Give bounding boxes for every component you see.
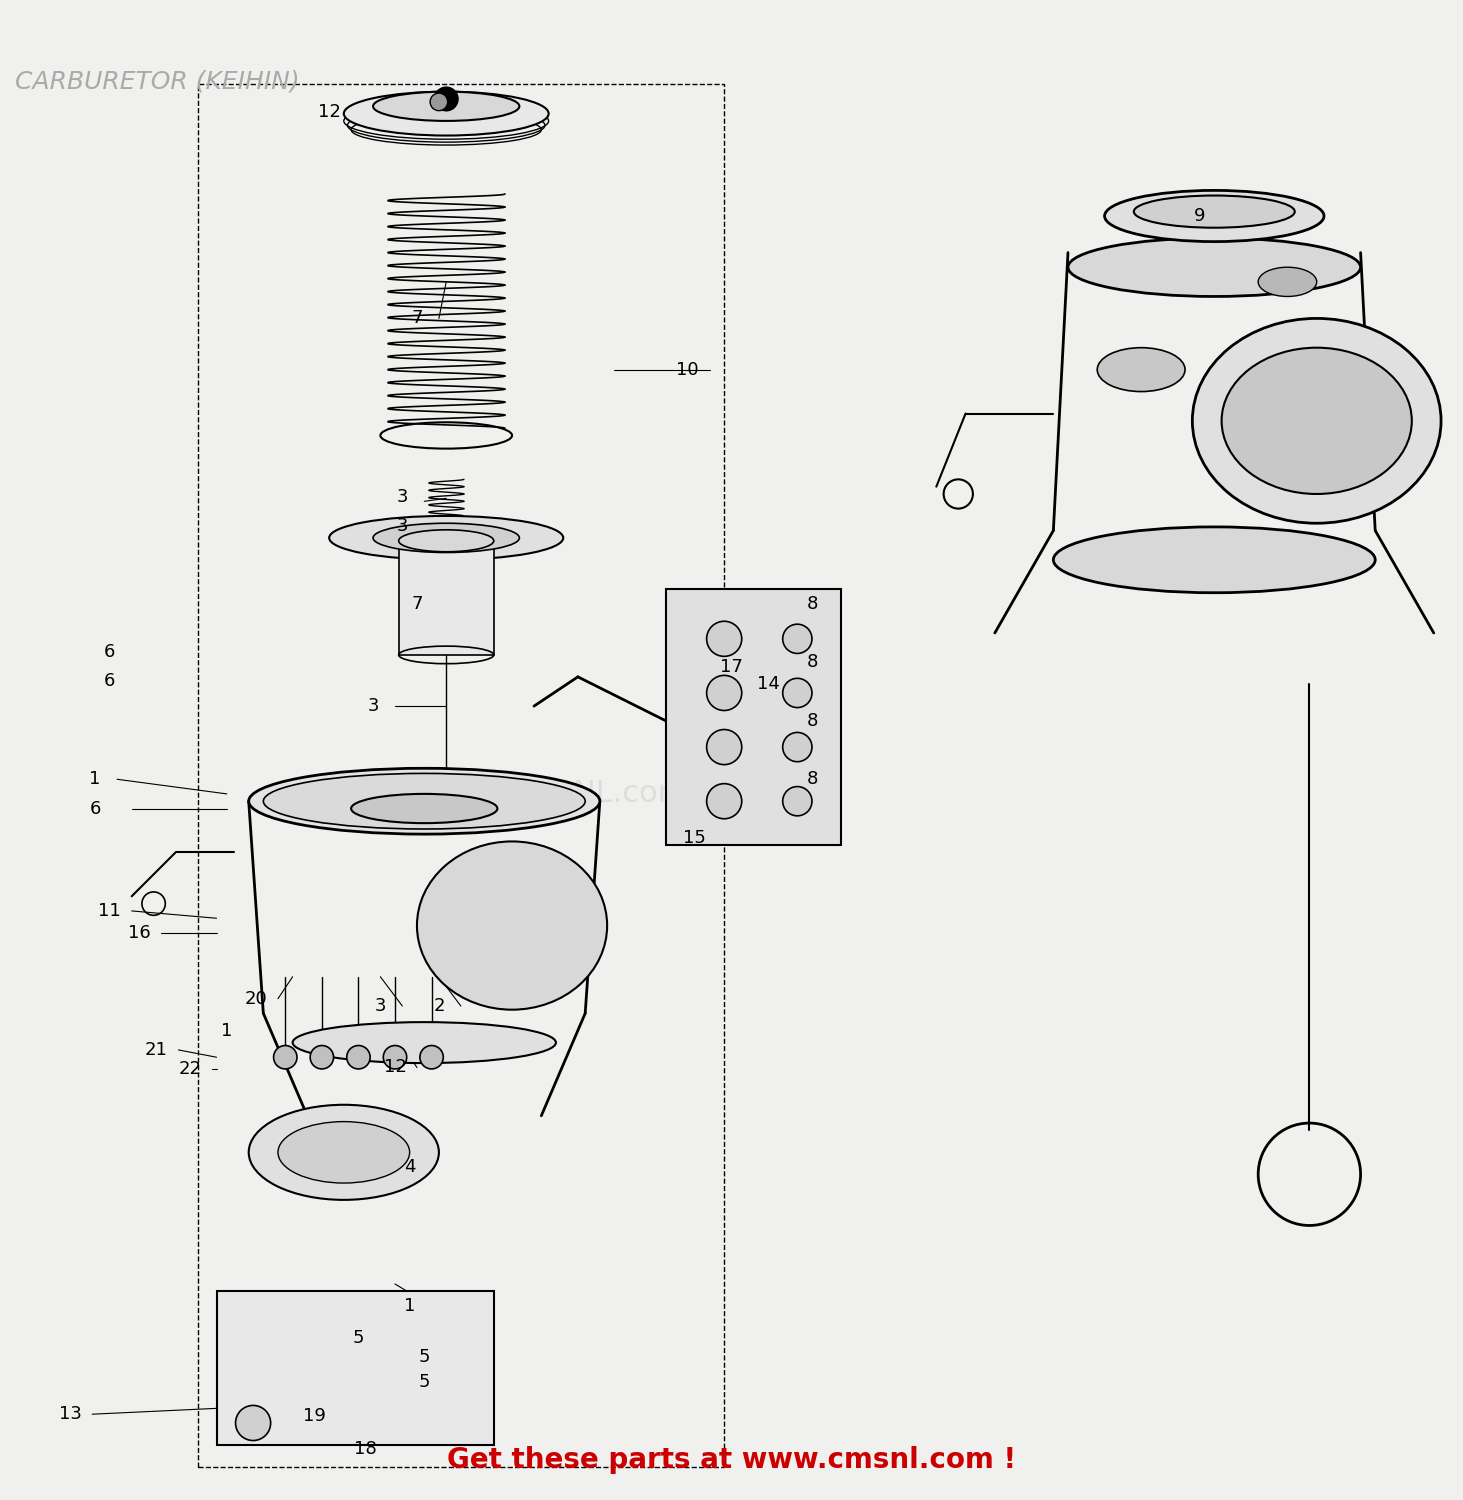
Text: www.CMSNL.com: www.CMSNL.com [424,780,688,808]
Ellipse shape [278,1122,410,1184]
Text: 6: 6 [89,800,101,818]
Text: Get these parts at www.cmsnl.com !: Get these parts at www.cmsnl.com ! [446,1446,1017,1474]
Bar [198,84,724,1467]
Text: 8: 8 [806,594,818,612]
Text: 13: 13 [59,1406,82,1423]
Circle shape [310,1046,334,1070]
Text: 16: 16 [127,924,151,942]
Text: 7: 7 [411,309,423,327]
Text: 6: 6 [104,644,116,662]
Ellipse shape [417,842,607,1010]
Text: 21: 21 [145,1041,168,1059]
Text: 19: 19 [303,1407,326,1425]
Circle shape [783,678,812,708]
Ellipse shape [373,524,519,552]
Text: 8: 8 [806,652,818,670]
Text: 1: 1 [89,771,101,789]
Bar [666,590,841,844]
Text: 3: 3 [396,518,408,536]
Text: 18: 18 [354,1440,377,1458]
Ellipse shape [249,768,600,834]
Circle shape [783,732,812,762]
Text: 5: 5 [353,1329,364,1347]
Text: 9: 9 [1194,207,1206,225]
Circle shape [707,729,742,765]
Ellipse shape [1192,318,1441,524]
Text: 22: 22 [178,1060,202,1078]
Ellipse shape [344,92,549,135]
Circle shape [347,1046,370,1070]
Text: 12: 12 [383,1059,407,1077]
Text: 8: 8 [806,771,818,789]
Circle shape [707,621,742,657]
Text: 5: 5 [418,1348,430,1366]
Text: 4: 4 [404,1158,415,1176]
Circle shape [430,93,448,111]
Ellipse shape [398,530,493,552]
Bar [398,542,493,656]
Text: 8: 8 [806,711,818,729]
Circle shape [274,1046,297,1070]
Ellipse shape [329,516,563,560]
Ellipse shape [263,774,585,830]
Ellipse shape [1053,526,1375,592]
Circle shape [783,624,812,654]
Circle shape [420,1046,443,1070]
Bar [217,1292,494,1444]
Text: 11: 11 [98,902,121,920]
Text: 20: 20 [244,990,268,1008]
Text: 1: 1 [404,1298,415,1316]
Text: 12: 12 [317,104,341,122]
Ellipse shape [373,92,519,122]
Circle shape [435,87,458,111]
Ellipse shape [1134,195,1295,228]
Circle shape [707,783,742,819]
Circle shape [783,786,812,816]
Circle shape [236,1406,271,1440]
Ellipse shape [293,1022,556,1064]
Text: 5: 5 [418,1372,430,1390]
Ellipse shape [1105,190,1324,242]
Text: CARBURETOR (KEIHIN): CARBURETOR (KEIHIN) [15,69,300,93]
Text: 14: 14 [756,675,780,693]
Text: 17: 17 [720,657,743,675]
Ellipse shape [351,794,497,824]
Ellipse shape [1222,348,1412,494]
Ellipse shape [1097,348,1185,392]
Ellipse shape [249,1106,439,1200]
Text: 3: 3 [396,488,408,506]
Text: 15: 15 [683,830,707,848]
Text: 7: 7 [411,594,423,612]
Circle shape [383,1046,407,1070]
Text: 1: 1 [221,1022,233,1040]
Ellipse shape [1068,238,1361,297]
Text: 3: 3 [375,998,386,1016]
Text: 10: 10 [676,360,699,378]
Ellipse shape [1258,267,1317,297]
Circle shape [707,675,742,711]
Text: 3: 3 [367,698,379,715]
Text: 6: 6 [104,672,116,690]
Text: 2: 2 [433,998,445,1016]
